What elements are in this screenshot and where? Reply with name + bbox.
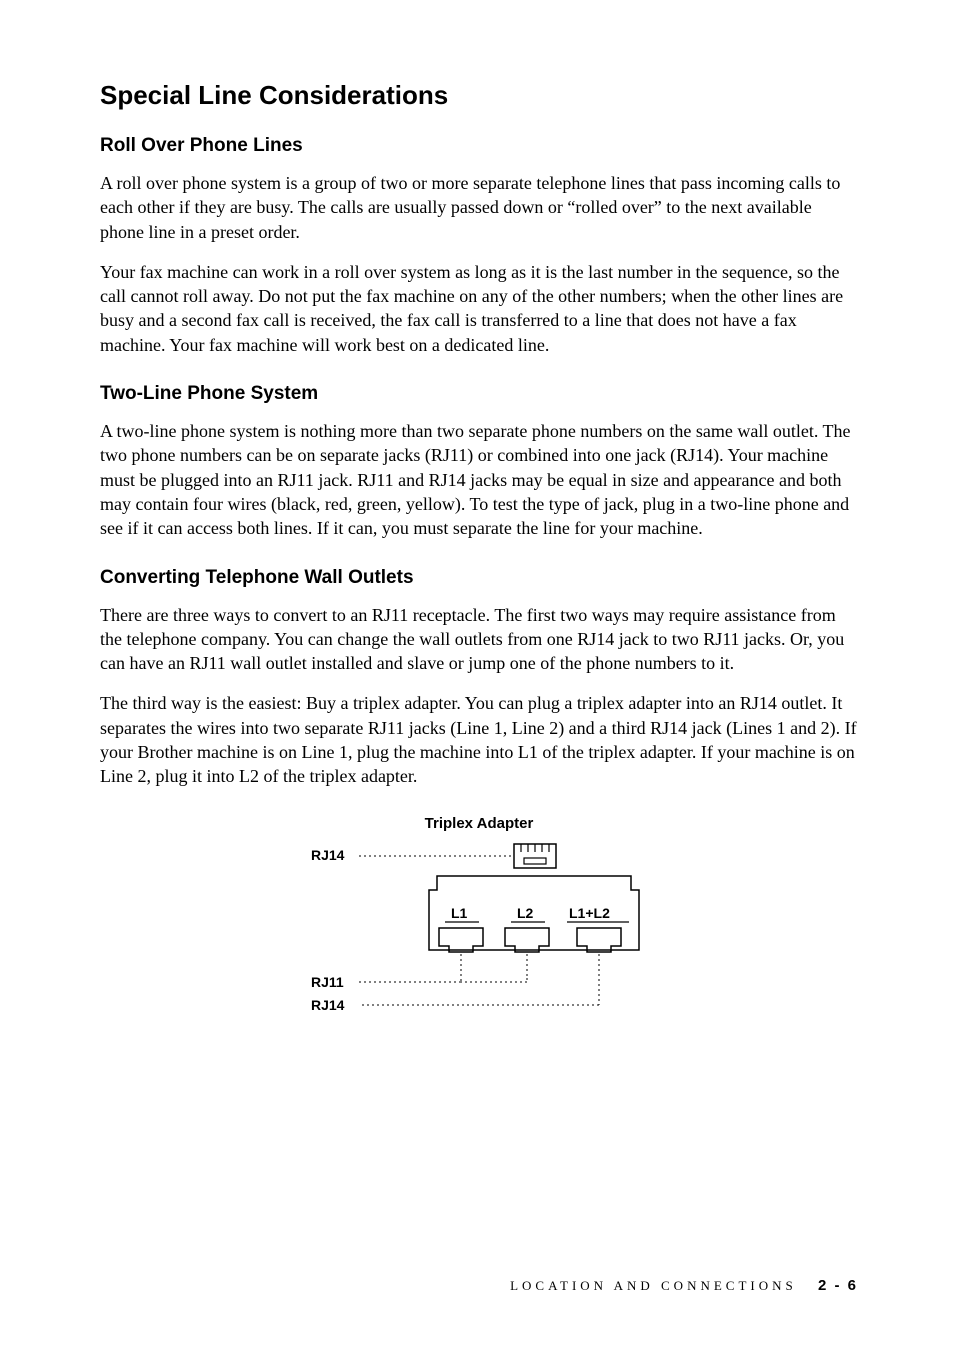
converting-title: Converting Telephone Wall Outlets xyxy=(100,567,858,589)
section-twoline: Two-Line Phone System A two-line phone s… xyxy=(100,383,858,540)
rollover-p1: A roll over phone system is a group of t… xyxy=(100,171,858,244)
diagram-bottom-label2: RJ14 xyxy=(311,997,345,1013)
port2-label: L2 xyxy=(517,905,534,921)
port1-label: L1 xyxy=(451,905,468,921)
converting-p1: There are three ways to convert to an RJ… xyxy=(100,603,858,676)
section-rollover: Roll Over Phone Lines A roll over phone … xyxy=(100,135,858,357)
port3-icon xyxy=(577,928,621,952)
page-footer: LOCATION AND CONNECTIONS 2 - 6 xyxy=(510,1277,858,1294)
port2-icon xyxy=(505,928,549,952)
twoline-p1: A two-line phone system is nothing more … xyxy=(100,419,858,540)
top-plug-icon xyxy=(514,844,556,868)
converting-p2: The third way is the easiest: Buy a trip… xyxy=(100,691,858,788)
triplex-adapter-diagram: RJ14 L1 L2 L1+L2 xyxy=(299,840,659,1030)
diagram-top-label: RJ14 xyxy=(311,847,345,863)
footer-section-text: LOCATION AND CONNECTIONS xyxy=(510,1278,797,1293)
diagram-container: Triplex Adapter RJ14 xyxy=(100,815,858,1035)
rollover-p2: Your fax machine can work in a roll over… xyxy=(100,260,858,357)
footer-page-number: 2 - 6 xyxy=(818,1277,858,1294)
page-heading: Special Line Considerations xyxy=(100,80,858,111)
diagram-bottom-label1: RJ11 xyxy=(311,974,344,990)
twoline-title: Two-Line Phone System xyxy=(100,383,858,405)
port3-label: L1+L2 xyxy=(569,905,610,921)
port1-icon xyxy=(439,928,483,952)
rollover-title: Roll Over Phone Lines xyxy=(100,135,858,157)
diagram-title: Triplex Adapter xyxy=(299,815,659,832)
section-converting: Converting Telephone Wall Outlets There … xyxy=(100,567,858,789)
page: Special Line Considerations Roll Over Ph… xyxy=(0,0,954,1352)
